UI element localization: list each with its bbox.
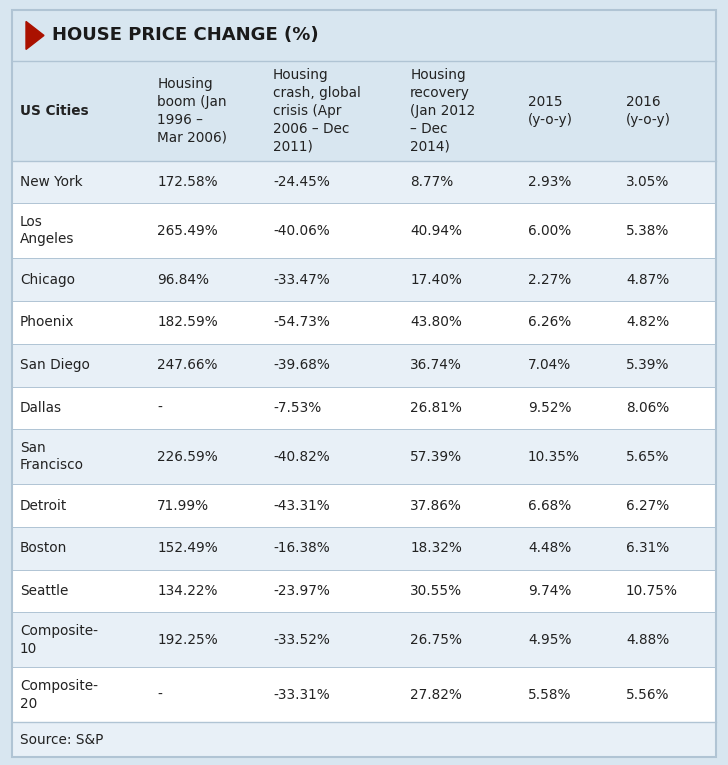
Text: Boston: Boston — [20, 542, 68, 555]
Text: -43.31%: -43.31% — [273, 499, 330, 513]
Text: -7.53%: -7.53% — [273, 401, 321, 415]
Bar — [12, 484, 716, 527]
Text: 5.38%: 5.38% — [626, 224, 669, 238]
Text: 6.26%: 6.26% — [528, 315, 571, 330]
Text: Phoenix: Phoenix — [20, 315, 74, 330]
Text: 134.22%: 134.22% — [157, 584, 218, 598]
Bar — [12, 429, 716, 484]
Text: 18.32%: 18.32% — [411, 542, 462, 555]
Text: -33.31%: -33.31% — [273, 688, 330, 702]
Text: 6.68%: 6.68% — [528, 499, 571, 513]
Bar — [12, 527, 716, 570]
Text: -23.97%: -23.97% — [273, 584, 330, 598]
Bar — [12, 722, 716, 757]
Bar — [12, 613, 716, 667]
Text: 3.05%: 3.05% — [626, 175, 669, 189]
Text: HOUSE PRICE CHANGE (%): HOUSE PRICE CHANGE (%) — [52, 27, 319, 44]
Bar — [12, 570, 716, 613]
Bar — [12, 386, 716, 429]
Text: 37.86%: 37.86% — [411, 499, 462, 513]
Text: 26.75%: 26.75% — [411, 633, 462, 647]
Text: 8.06%: 8.06% — [626, 401, 669, 415]
Text: 10.35%: 10.35% — [528, 450, 580, 464]
Text: 26.81%: 26.81% — [411, 401, 462, 415]
Bar — [12, 259, 716, 301]
Text: 2.93%: 2.93% — [528, 175, 571, 189]
Text: US Cities: US Cities — [20, 104, 89, 118]
Text: 182.59%: 182.59% — [157, 315, 218, 330]
Text: Dallas: Dallas — [20, 401, 62, 415]
Text: 36.74%: 36.74% — [411, 358, 462, 373]
Text: 6.31%: 6.31% — [626, 542, 669, 555]
Text: 9.52%: 9.52% — [528, 401, 571, 415]
Text: -40.82%: -40.82% — [273, 450, 330, 464]
Text: Detroit: Detroit — [20, 499, 67, 513]
Text: -24.45%: -24.45% — [273, 175, 330, 189]
Text: 5.58%: 5.58% — [528, 688, 571, 702]
Text: 4.88%: 4.88% — [626, 633, 669, 647]
Text: 71.99%: 71.99% — [157, 499, 210, 513]
Text: 57.39%: 57.39% — [411, 450, 462, 464]
Text: Housing
boom (Jan
1996 –
Mar 2006): Housing boom (Jan 1996 – Mar 2006) — [157, 77, 227, 145]
Text: 4.95%: 4.95% — [528, 633, 571, 647]
Text: 192.25%: 192.25% — [157, 633, 218, 647]
Text: Composite-
10: Composite- 10 — [20, 624, 98, 656]
Text: 4.87%: 4.87% — [626, 272, 669, 287]
Text: -39.68%: -39.68% — [273, 358, 330, 373]
Text: 5.39%: 5.39% — [626, 358, 670, 373]
Text: 17.40%: 17.40% — [411, 272, 462, 287]
Bar — [12, 10, 716, 61]
Text: Composite-
20: Composite- 20 — [20, 679, 98, 711]
Text: -: - — [157, 401, 162, 415]
Polygon shape — [26, 21, 44, 50]
Text: 2016
(y-o-y): 2016 (y-o-y) — [626, 95, 671, 127]
Text: 30.55%: 30.55% — [411, 584, 462, 598]
Text: -54.73%: -54.73% — [273, 315, 330, 330]
Text: 152.49%: 152.49% — [157, 542, 218, 555]
Bar — [12, 301, 716, 343]
Text: -: - — [157, 688, 162, 702]
Text: 9.74%: 9.74% — [528, 584, 571, 598]
Text: Chicago: Chicago — [20, 272, 75, 287]
Text: Los
Angeles: Los Angeles — [20, 215, 74, 246]
Text: 172.58%: 172.58% — [157, 175, 218, 189]
Text: 27.82%: 27.82% — [411, 688, 462, 702]
Text: -33.52%: -33.52% — [273, 633, 330, 647]
Text: 6.27%: 6.27% — [626, 499, 669, 513]
Text: 40.94%: 40.94% — [411, 224, 462, 238]
Text: 5.56%: 5.56% — [626, 688, 670, 702]
Text: Housing
crash, global
crisis (Apr
2006 – Dec
2011): Housing crash, global crisis (Apr 2006 –… — [273, 68, 361, 154]
Text: 2015
(y-o-y): 2015 (y-o-y) — [528, 95, 573, 127]
Text: 96.84%: 96.84% — [157, 272, 209, 287]
Text: 8.77%: 8.77% — [411, 175, 454, 189]
Bar — [12, 203, 716, 259]
Text: 6.00%: 6.00% — [528, 224, 571, 238]
Text: 4.48%: 4.48% — [528, 542, 571, 555]
Bar — [12, 161, 716, 203]
Text: -40.06%: -40.06% — [273, 224, 330, 238]
Text: San Diego: San Diego — [20, 358, 90, 373]
Text: 247.66%: 247.66% — [157, 358, 218, 373]
Bar — [12, 343, 716, 386]
Text: 5.65%: 5.65% — [626, 450, 670, 464]
Text: Housing
recovery
(Jan 2012
– Dec
2014): Housing recovery (Jan 2012 – Dec 2014) — [411, 68, 475, 154]
Text: 2.27%: 2.27% — [528, 272, 571, 287]
Text: 4.82%: 4.82% — [626, 315, 669, 330]
Bar — [12, 61, 716, 161]
Text: 7.04%: 7.04% — [528, 358, 571, 373]
Bar — [12, 667, 716, 722]
Text: -16.38%: -16.38% — [273, 542, 330, 555]
Text: Source: S&P: Source: S&P — [20, 733, 103, 747]
Text: 10.75%: 10.75% — [626, 584, 678, 598]
Text: 226.59%: 226.59% — [157, 450, 218, 464]
Text: -33.47%: -33.47% — [273, 272, 330, 287]
Text: San
Francisco: San Francisco — [20, 441, 84, 473]
Text: Seattle: Seattle — [20, 584, 68, 598]
Text: New York: New York — [20, 175, 82, 189]
Text: 265.49%: 265.49% — [157, 224, 218, 238]
Text: 43.80%: 43.80% — [411, 315, 462, 330]
